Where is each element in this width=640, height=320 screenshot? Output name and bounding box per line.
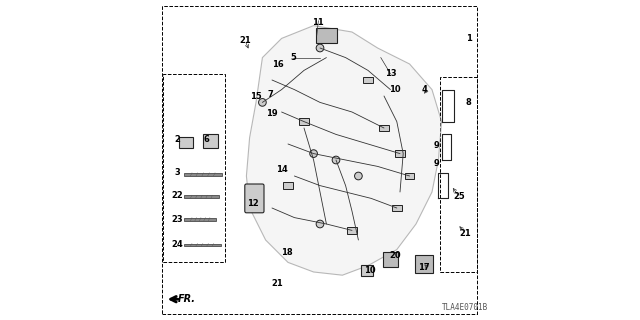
Bar bbox=[396, 150, 405, 157]
Text: 2: 2 bbox=[175, 135, 180, 144]
Text: 24: 24 bbox=[172, 240, 184, 249]
FancyBboxPatch shape bbox=[415, 255, 433, 273]
FancyBboxPatch shape bbox=[316, 28, 337, 43]
Text: 8: 8 bbox=[466, 98, 472, 107]
Text: 9: 9 bbox=[434, 141, 440, 150]
Text: 1: 1 bbox=[466, 34, 472, 43]
Bar bbox=[184, 195, 219, 198]
Text: 7: 7 bbox=[268, 90, 273, 99]
Text: 25: 25 bbox=[453, 192, 465, 201]
FancyBboxPatch shape bbox=[245, 184, 264, 213]
Text: 3: 3 bbox=[175, 168, 180, 177]
Circle shape bbox=[259, 99, 266, 106]
Text: 11: 11 bbox=[312, 18, 324, 27]
Text: 10: 10 bbox=[389, 85, 401, 94]
Text: 16: 16 bbox=[273, 60, 284, 68]
Bar bbox=[300, 118, 308, 125]
Text: 21: 21 bbox=[460, 229, 472, 238]
Text: 5: 5 bbox=[290, 53, 296, 62]
Bar bbox=[184, 244, 221, 246]
Bar bbox=[347, 227, 357, 234]
FancyBboxPatch shape bbox=[383, 252, 398, 267]
Text: 4: 4 bbox=[421, 85, 427, 94]
Text: 20: 20 bbox=[389, 252, 401, 260]
Text: FR.: FR. bbox=[178, 294, 196, 304]
Bar bbox=[405, 173, 415, 179]
Circle shape bbox=[316, 44, 324, 52]
Bar bbox=[184, 173, 223, 176]
Text: 15: 15 bbox=[250, 92, 262, 100]
Bar bbox=[163, 74, 225, 262]
Polygon shape bbox=[246, 26, 442, 275]
Bar bbox=[392, 205, 402, 211]
Text: 9: 9 bbox=[434, 159, 440, 168]
Circle shape bbox=[332, 156, 340, 164]
Text: 21: 21 bbox=[239, 36, 251, 44]
Bar bbox=[440, 77, 477, 272]
Bar bbox=[283, 182, 293, 189]
Text: 13: 13 bbox=[385, 69, 396, 78]
Text: 19: 19 bbox=[266, 109, 278, 118]
Text: TLA4E0701B: TLA4E0701B bbox=[442, 303, 488, 312]
Text: 10: 10 bbox=[364, 266, 376, 275]
Bar bbox=[364, 77, 372, 83]
FancyBboxPatch shape bbox=[179, 137, 193, 148]
Circle shape bbox=[355, 172, 362, 180]
Text: 17: 17 bbox=[418, 263, 430, 272]
Text: 23: 23 bbox=[172, 215, 184, 224]
Bar bbox=[184, 218, 216, 221]
Text: 6: 6 bbox=[204, 135, 209, 144]
FancyBboxPatch shape bbox=[361, 265, 374, 276]
Text: 21: 21 bbox=[271, 279, 283, 288]
Text: 12: 12 bbox=[247, 199, 259, 208]
Text: 14: 14 bbox=[276, 165, 287, 174]
Circle shape bbox=[310, 150, 317, 157]
Text: 22: 22 bbox=[172, 191, 184, 200]
Circle shape bbox=[316, 220, 324, 228]
Bar bbox=[379, 125, 389, 131]
Text: 18: 18 bbox=[280, 248, 292, 257]
FancyBboxPatch shape bbox=[202, 134, 218, 148]
